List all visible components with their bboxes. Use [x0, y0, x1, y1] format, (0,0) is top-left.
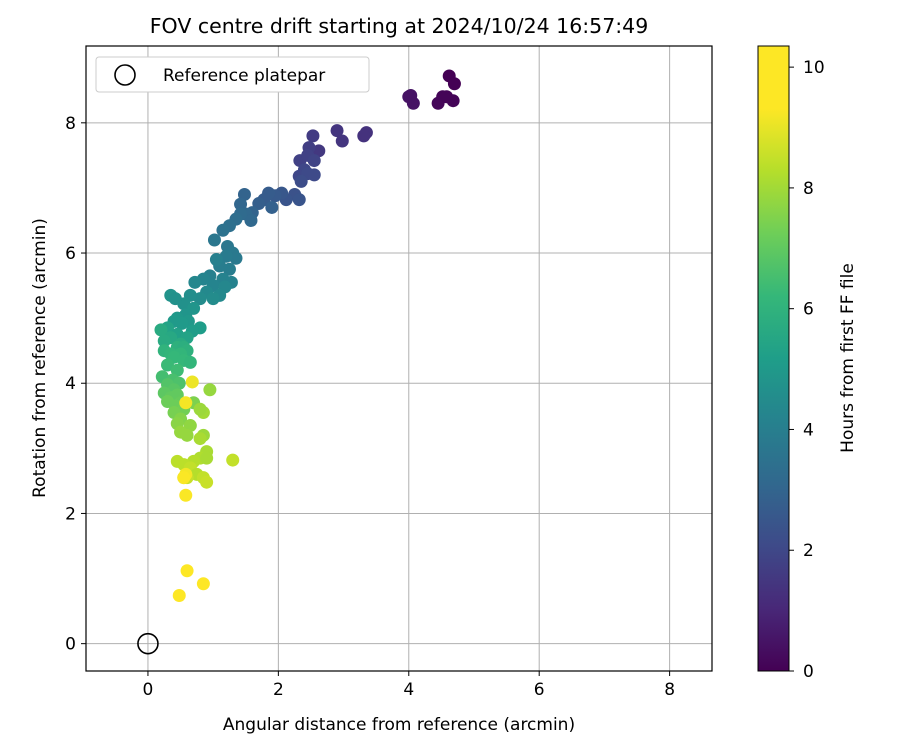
y-tick-label: 4 [65, 374, 76, 394]
chart-title: FOV centre drift starting at 2024/10/24 … [150, 14, 649, 38]
legend-box [95, 56, 370, 93]
data-point [209, 253, 223, 267]
data-point [196, 577, 210, 591]
colorbar-tick-label: 2 [803, 541, 814, 561]
colorbar-ticks: 0 2 4 6 8 10 [789, 58, 825, 682]
colorbar-tick-label: 8 [803, 179, 814, 199]
x-tick-label: 0 [143, 680, 154, 700]
y-axis-label: Rotation from reference (arcmin) [30, 218, 50, 498]
y-tick-label: 6 [65, 244, 76, 264]
data-point [172, 588, 186, 602]
data-point [206, 292, 220, 306]
data-point [161, 358, 175, 372]
data-point [168, 292, 182, 306]
data-point [188, 275, 202, 289]
data-point [357, 129, 371, 143]
data-point [335, 134, 349, 148]
colorbar-tick-label: 10 [803, 58, 825, 78]
data-point [252, 197, 266, 211]
colorbar-label: Hours from first FF file [838, 263, 858, 453]
data-point [222, 262, 236, 276]
y-tick-label: 0 [65, 635, 76, 655]
data-point [207, 233, 221, 247]
y-tick-label: 8 [65, 114, 76, 134]
data-point [177, 471, 191, 485]
data-point [154, 323, 168, 337]
legend: Reference platepar [95, 56, 370, 93]
x-axis-label: Angular distance from reference (arcmin) [223, 715, 575, 735]
data-point [180, 564, 194, 578]
reference-marker-group [137, 632, 159, 655]
plot-frame [85, 45, 713, 672]
grid-lines [86, 46, 712, 671]
data-point [229, 251, 243, 265]
data-point [219, 249, 233, 263]
x-tick-label: 2 [273, 680, 284, 700]
data-point [200, 451, 214, 465]
data-point [193, 292, 207, 306]
data-point [226, 453, 240, 467]
data-point [330, 124, 344, 138]
axis-ticks: 0 2 4 6 8 0 2 4 6 8 [65, 114, 675, 700]
data-point [234, 197, 248, 211]
data-point [244, 213, 258, 227]
x-tick-label: 8 [664, 680, 675, 700]
data-point [179, 488, 193, 502]
data-point [294, 174, 308, 188]
data-point [203, 383, 217, 397]
colorbar-tick-label: 6 [803, 300, 814, 320]
x-tick-label: 4 [403, 680, 414, 700]
data-points [154, 69, 461, 602]
data-point [180, 428, 194, 442]
data-point [193, 402, 207, 416]
data-point [183, 355, 197, 369]
data-point [312, 144, 326, 158]
data-point [440, 90, 454, 104]
colorbar-tick-label: 0 [803, 662, 814, 682]
data-point [185, 375, 199, 389]
colorbar: 0 2 4 6 8 10 Hours from first FF file [757, 45, 858, 682]
data-point [183, 419, 197, 433]
data-point [216, 223, 230, 237]
legend-label: Reference platepar [163, 66, 325, 86]
data-point [307, 154, 321, 168]
data-point [179, 396, 193, 410]
legend-marker-open-circle [114, 64, 136, 86]
data-point [170, 363, 184, 377]
data-point [265, 200, 279, 214]
data-point [447, 77, 461, 91]
colorbar-tick-label: 4 [803, 420, 814, 440]
data-point [292, 193, 306, 207]
reference-platepar-marker [137, 632, 159, 655]
data-point [237, 187, 251, 201]
data-point [157, 334, 171, 348]
data-point [193, 432, 207, 446]
data-point [200, 475, 214, 489]
colorbar-gradient [757, 45, 790, 672]
data-point [402, 90, 416, 104]
data-point [306, 129, 320, 143]
x-tick-label: 6 [534, 680, 545, 700]
y-tick-label: 2 [65, 504, 76, 524]
